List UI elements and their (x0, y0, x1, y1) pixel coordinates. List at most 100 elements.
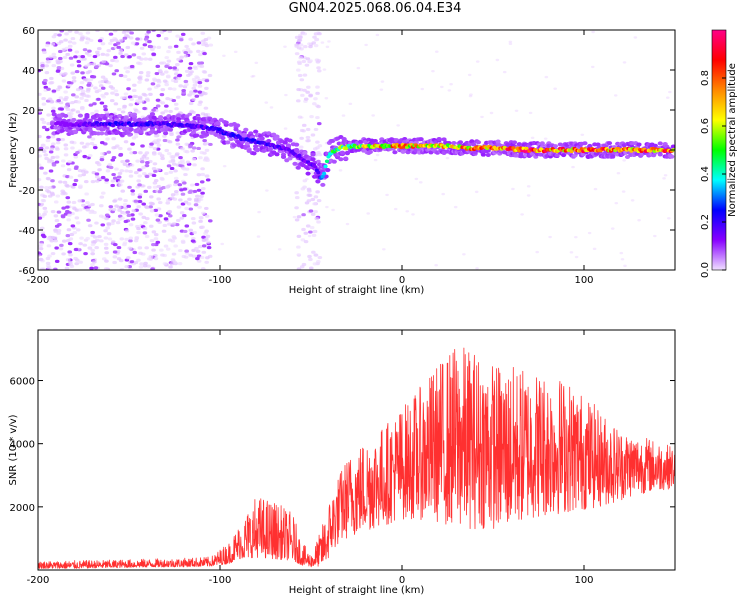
noise-cell (135, 110, 141, 114)
noise-cell (106, 150, 112, 154)
noise-cell (441, 192, 445, 196)
noise-cell (186, 202, 192, 206)
noise-cell (134, 42, 140, 46)
noise-cell (312, 229, 318, 234)
noise-cell (162, 223, 168, 228)
noise-cell (54, 160, 60, 164)
noise-cell (74, 69, 80, 74)
noise-cell (107, 237, 113, 241)
noise-cell (105, 226, 110, 230)
noise-cell (50, 155, 56, 160)
noise-cell (117, 208, 122, 212)
noise-cell (184, 234, 189, 238)
noise-cell (94, 245, 99, 250)
noise-cell (80, 36, 85, 40)
noise-cell (94, 175, 100, 179)
noise-cell (502, 70, 507, 74)
noise-cell (115, 41, 121, 45)
noise-cell (146, 257, 152, 261)
noise-cell (56, 138, 61, 142)
noise-cell (157, 68, 163, 73)
noise-cell (176, 50, 181, 54)
ridge-halo-cell (235, 123, 241, 128)
ridge-halo-cell (84, 114, 90, 119)
ridge-halo-cell (215, 121, 221, 126)
snr-series-group (38, 347, 675, 569)
noise-cell (302, 179, 308, 183)
noise-cell (103, 246, 109, 250)
noise-cell (147, 87, 152, 91)
noise-cell (67, 48, 73, 52)
ridge-halo-cell (367, 149, 373, 154)
ridge-halo-cell (552, 144, 559, 149)
noise-cell (110, 183, 115, 188)
noise-cell (375, 153, 380, 157)
noise-cell (144, 78, 150, 82)
noise-cell (320, 41, 325, 44)
noise-cell (157, 189, 163, 194)
noise-cell (58, 40, 64, 44)
noise-cell (38, 212, 42, 216)
noise-cell (166, 59, 172, 63)
noise-cell (135, 159, 140, 163)
noise-cell (166, 164, 172, 168)
noise-cell (315, 91, 320, 95)
noise-cell (65, 175, 70, 179)
noise-cell (87, 203, 93, 207)
noise-cell (195, 49, 201, 53)
noise-cell (181, 167, 187, 171)
noise-cell (53, 229, 59, 233)
noise-cell (593, 187, 598, 191)
noise-cell (58, 180, 63, 184)
noise-cell (180, 202, 186, 206)
noise-cell (85, 37, 91, 41)
ridge-halo-cell (266, 138, 272, 143)
noise-cell (137, 96, 143, 101)
noise-cell (111, 207, 117, 212)
noise-cell (104, 213, 110, 217)
ridge-cell (316, 170, 321, 175)
noise-cell (67, 44, 73, 48)
noise-cell (150, 82, 156, 86)
noise-cell (87, 246, 93, 250)
noise-cell (302, 32, 308, 36)
noise-cell (156, 34, 161, 38)
noise-cell (474, 190, 479, 194)
noise-cell (68, 262, 74, 267)
noise-cell (129, 163, 135, 167)
noise-cell (68, 237, 74, 241)
noise-cell (175, 218, 181, 223)
noise-cell (198, 100, 203, 104)
noise-cell (97, 168, 102, 172)
noise-cell (468, 94, 473, 98)
noise-cell (50, 251, 56, 256)
noise-cell (199, 194, 204, 198)
noise-cell (316, 159, 321, 163)
noise-cell (166, 152, 172, 156)
noise-cell (104, 259, 109, 263)
snr-panel: -200 -100 0 100 2000 4000 6000 Height of straig… (8, 329, 676, 596)
noise-cell (97, 234, 102, 239)
noise-cell (137, 183, 142, 187)
noise-cell (526, 194, 531, 197)
noise-cell (65, 205, 70, 209)
noise-cell (65, 196, 71, 200)
ridge-halo-cell (243, 127, 249, 132)
noise-cell (90, 243, 96, 247)
noise-cell (38, 202, 41, 206)
noise-cell (103, 77, 108, 81)
noise-cell (294, 44, 299, 48)
noise-cell (160, 88, 166, 92)
noise-cell (574, 255, 579, 259)
noise-cell (167, 214, 173, 218)
noise-cell (297, 254, 301, 257)
noise-cell (111, 146, 116, 150)
noise-cell (41, 235, 47, 239)
noise-cell (191, 97, 196, 102)
noise-cell (79, 81, 85, 85)
noise-cell (80, 107, 85, 111)
noise-cell (129, 260, 135, 264)
noise-cell (68, 175, 74, 179)
noise-cell (184, 206, 189, 211)
noise-cell (68, 56, 74, 60)
